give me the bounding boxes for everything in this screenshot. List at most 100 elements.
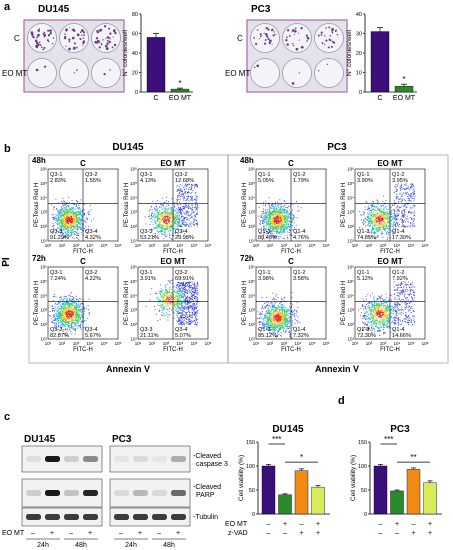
event-dot: [76, 218, 78, 220]
event-dot: [75, 320, 77, 321]
event-dot: [276, 222, 278, 223]
event-dot: [189, 282, 191, 284]
event-dot: [62, 314, 63, 315]
event-dot: [187, 215, 189, 216]
event-dot: [65, 227, 67, 229]
event-dot: [274, 223, 276, 225]
event-dot: [160, 288, 162, 290]
event-dot: [75, 214, 76, 216]
event-dot: [187, 184, 188, 185]
event-dot: [282, 222, 284, 224]
event-dot: [404, 200, 406, 201]
event-dot: [72, 220, 74, 222]
event-dot: [82, 224, 84, 226]
event-dot: [164, 212, 166, 214]
event-dot: [74, 218, 76, 219]
event-dot: [278, 206, 279, 208]
event-dot: [194, 289, 196, 291]
event-dot: [287, 217, 288, 218]
event-dot: [179, 287, 181, 289]
event-dot: [81, 232, 82, 234]
event-dot: [276, 226, 277, 228]
event-dot: [197, 196, 198, 197]
event-dot: [162, 219, 164, 221]
event-dot: [193, 288, 194, 290]
event-dot: [297, 210, 299, 212]
dot-x-axis-label: FITC-H: [163, 347, 183, 353]
event-dot: [186, 206, 188, 208]
event-dot: [162, 203, 164, 205]
event-dot: [288, 226, 290, 227]
y-tick-label: 60: [132, 32, 138, 38]
colony-dot: [291, 82, 295, 85]
event-dot: [52, 310, 53, 311]
event-dot: [152, 212, 154, 214]
event-dot: [79, 305, 81, 307]
event-dot: [77, 327, 79, 329]
event-dot: [158, 210, 160, 212]
event-dot: [171, 198, 173, 200]
event-dot: [77, 319, 78, 321]
event-dot: [285, 221, 286, 223]
event-dot: [274, 222, 276, 223]
colony-dot: [47, 29, 50, 32]
event-dot: [164, 295, 165, 296]
event-dot: [166, 223, 168, 225]
event-dot: [81, 219, 83, 221]
event-dot: [78, 316, 80, 318]
event-dot: [71, 300, 73, 302]
event-dot: [280, 220, 282, 222]
y-tick-label: 10³: [40, 308, 47, 313]
event-dot: [275, 226, 277, 228]
event-dot: [187, 192, 188, 193]
event-dot: [67, 307, 69, 308]
event-dot: [182, 294, 184, 295]
event-dot: [66, 315, 68, 317]
event-dot: [163, 225, 165, 227]
event-dot: [194, 216, 196, 218]
event-dot: [64, 210, 66, 212]
colony-dot: [103, 25, 107, 28]
event-dot: [178, 323, 180, 325]
event-dot: [170, 288, 172, 290]
event-dot: [185, 298, 186, 299]
event-dot: [167, 280, 169, 282]
y-tick-label: 10³: [248, 210, 255, 215]
colony-dot: [99, 42, 101, 44]
event-dot: [262, 221, 264, 223]
event-dot: [189, 286, 191, 288]
event-dot: [68, 320, 70, 322]
event-dot: [178, 321, 180, 322]
event-dot: [193, 295, 195, 296]
event-dot: [165, 289, 167, 291]
event-dot: [189, 307, 191, 309]
event-dot: [275, 236, 277, 237]
event-dot: [161, 233, 162, 235]
event-dot: [158, 218, 160, 220]
event-dot: [274, 210, 275, 211]
event-dot: [164, 218, 165, 220]
event-dot: [76, 317, 77, 318]
event-dot: [193, 300, 195, 302]
event-dot: [70, 316, 71, 318]
colony-dot: [264, 39, 267, 41]
event-dot: [195, 318, 197, 320]
event-dot: [287, 238, 289, 240]
event-dot: [162, 212, 164, 214]
event-dot: [84, 214, 85, 216]
event-dot: [80, 228, 82, 230]
event-dot: [386, 225, 388, 227]
event-dot: [62, 324, 64, 326]
event-dot: [172, 309, 174, 310]
event-dot: [169, 291, 171, 293]
colony-dot: [103, 72, 106, 76]
colony-dot: [285, 39, 288, 42]
event-dot: [80, 307, 82, 309]
event-dot: [281, 229, 283, 231]
event-dot: [293, 222, 295, 224]
event-dot: [161, 197, 163, 199]
event-dot: [195, 184, 197, 186]
x-tick-label: 10⁴: [87, 243, 94, 248]
event-dot: [153, 228, 155, 230]
event-dot: [74, 231, 76, 232]
